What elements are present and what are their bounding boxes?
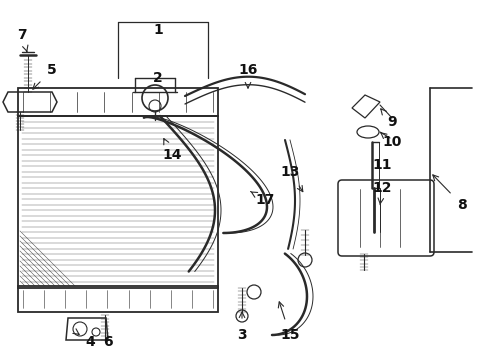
Text: 10: 10: [382, 135, 402, 149]
Text: 8: 8: [457, 198, 467, 212]
Text: 1: 1: [153, 23, 163, 37]
Bar: [18, 88, 218, 116]
Text: 9: 9: [387, 115, 397, 129]
Text: 16: 16: [238, 63, 258, 77]
Text: 13: 13: [280, 165, 300, 179]
Bar: [18, 286, 218, 312]
Text: 3: 3: [237, 328, 247, 342]
Text: 12: 12: [372, 181, 392, 195]
Text: 7: 7: [17, 28, 27, 42]
Text: 6: 6: [103, 335, 113, 349]
Text: 2: 2: [153, 71, 163, 85]
Bar: [18, 116, 218, 288]
Text: 11: 11: [372, 158, 392, 172]
Text: 17: 17: [255, 193, 275, 207]
Text: 15: 15: [280, 328, 300, 342]
Text: 4: 4: [85, 335, 95, 349]
Text: 5: 5: [47, 63, 57, 77]
Text: 14: 14: [162, 148, 182, 162]
